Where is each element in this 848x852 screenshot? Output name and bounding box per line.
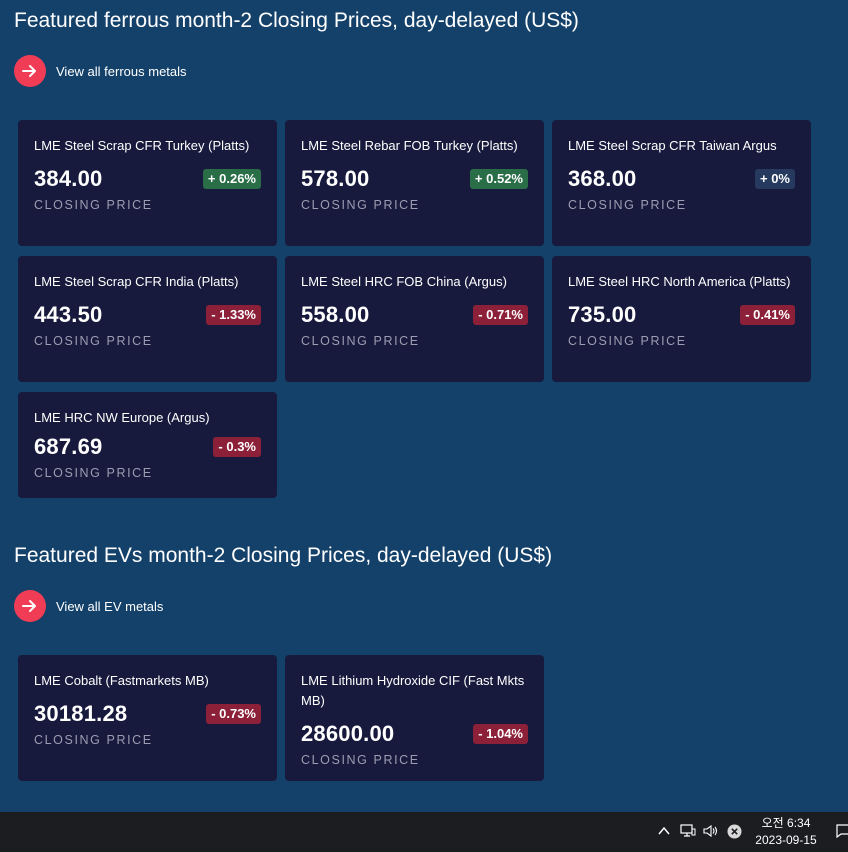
price-card[interactable]: LME Steel Scrap CFR India (Platts) 443.5… bbox=[18, 256, 277, 382]
closing-price-label: CLOSING PRICE bbox=[568, 198, 687, 212]
closing-price-label: CLOSING PRICE bbox=[34, 466, 153, 480]
metal-name: LME Steel HRC FOB China (Argus) bbox=[301, 274, 507, 289]
metal-name: LME Steel Scrap CFR India (Platts) bbox=[34, 274, 239, 289]
closing-price-value: 30181.28 bbox=[34, 701, 128, 726]
closing-price-value: 578.00 bbox=[301, 166, 370, 191]
notification-icon[interactable] bbox=[836, 824, 848, 843]
closing-price-label: CLOSING PRICE bbox=[301, 753, 420, 767]
clock-time: 오전 6:34 bbox=[761, 816, 811, 830]
closing-price-label: CLOSING PRICE bbox=[34, 198, 153, 212]
price-change-badge: - 0.71% bbox=[473, 305, 528, 325]
price-change-badge: + 0.52% bbox=[469, 169, 528, 189]
view-all-ferrous-link[interactable]: View all ferrous metals bbox=[14, 55, 187, 87]
clock-date: 2023-09-15 bbox=[755, 833, 817, 847]
metal-name: LME Steel HRC North America (Platts) bbox=[568, 274, 791, 289]
price-change-badge: - 0.3% bbox=[213, 437, 261, 457]
price-change-badge: - 1.04% bbox=[473, 724, 528, 744]
price-card[interactable]: LME Steel HRC FOB China (Argus) 558.00 -… bbox=[285, 256, 544, 382]
closing-price-label: CLOSING PRICE bbox=[301, 198, 420, 212]
price-card[interactable]: LME HRC NW Europe (Argus) 687.69 - 0.3% … bbox=[18, 392, 277, 498]
price-change-badge: - 1.33% bbox=[206, 305, 261, 325]
price-change-badge: - 0.41% bbox=[740, 305, 795, 325]
chevron-up-icon[interactable] bbox=[657, 824, 671, 843]
closing-price-label: CLOSING PRICE bbox=[301, 334, 420, 348]
price-card[interactable]: LME Steel HRC North America (Platts) 735… bbox=[552, 256, 811, 382]
closing-price-label: CLOSING PRICE bbox=[568, 334, 687, 348]
closing-price-value: 384.00 bbox=[34, 166, 103, 191]
price-card[interactable]: LME Lithium Hydroxide CIF (Fast Mkts MB)… bbox=[285, 655, 544, 781]
closing-price-value: 443.50 bbox=[34, 302, 103, 327]
metal-name: LME HRC NW Europe (Argus) bbox=[34, 410, 210, 425]
metal-name: LME Steel Rebar FOB Turkey (Platts) bbox=[301, 138, 518, 153]
metal-name: LME Cobalt (Fastmarkets MB) bbox=[34, 673, 209, 688]
view-all-ev-label: View all EV metals bbox=[56, 598, 164, 614]
view-all-ev-link[interactable]: View all EV metals bbox=[14, 590, 163, 622]
closing-price-value: 28600.00 bbox=[301, 721, 395, 746]
close-circle-icon[interactable] bbox=[727, 824, 742, 844]
view-all-ferrous-label: View all ferrous metals bbox=[56, 63, 187, 79]
arrow-right-icon bbox=[14, 590, 46, 622]
ferrous-section-title: Featured ferrous month-2 Closing Prices,… bbox=[14, 9, 579, 32]
price-card[interactable]: LME Steel Rebar FOB Turkey (Platts) 578.… bbox=[285, 120, 544, 246]
network-icon[interactable] bbox=[680, 824, 696, 843]
closing-price-label: CLOSING PRICE bbox=[34, 733, 153, 747]
price-card[interactable]: LME Cobalt (Fastmarkets MB) 30181.28 - 0… bbox=[18, 655, 277, 781]
ev-section-title: Featured EVs month-2 Closing Prices, day… bbox=[14, 544, 553, 567]
price-card[interactable]: LME Steel Scrap CFR Taiwan Argus 368.00 … bbox=[552, 120, 811, 246]
closing-price-value: 558.00 bbox=[301, 302, 370, 327]
closing-price-label: CLOSING PRICE bbox=[34, 334, 153, 348]
closing-price-value: 368.00 bbox=[568, 166, 637, 191]
closing-price-value: 735.00 bbox=[568, 302, 637, 327]
arrow-right-icon bbox=[14, 55, 46, 87]
taskbar-clock[interactable]: 오전 6:34 2023-09-15 bbox=[745, 815, 827, 849]
price-change-badge: - 0.73% bbox=[206, 704, 261, 724]
volume-icon[interactable] bbox=[703, 824, 719, 843]
price-change-badge: + 0% bbox=[755, 169, 795, 189]
windows-taskbar: 오전 6:34 2023-09-15 bbox=[0, 812, 848, 852]
metal-name: LME Steel Scrap CFR Taiwan Argus bbox=[568, 138, 777, 153]
metal-name: LME Steel Scrap CFR Turkey (Platts) bbox=[34, 138, 250, 153]
closing-price-value: 687.69 bbox=[34, 434, 103, 459]
metal-name: LME Lithium Hydroxide CIF (Fast Mkts MB) bbox=[301, 673, 525, 708]
price-change-badge: + 0.26% bbox=[202, 169, 261, 189]
price-card[interactable]: LME Steel Scrap CFR Turkey (Platts) 384.… bbox=[18, 120, 277, 246]
